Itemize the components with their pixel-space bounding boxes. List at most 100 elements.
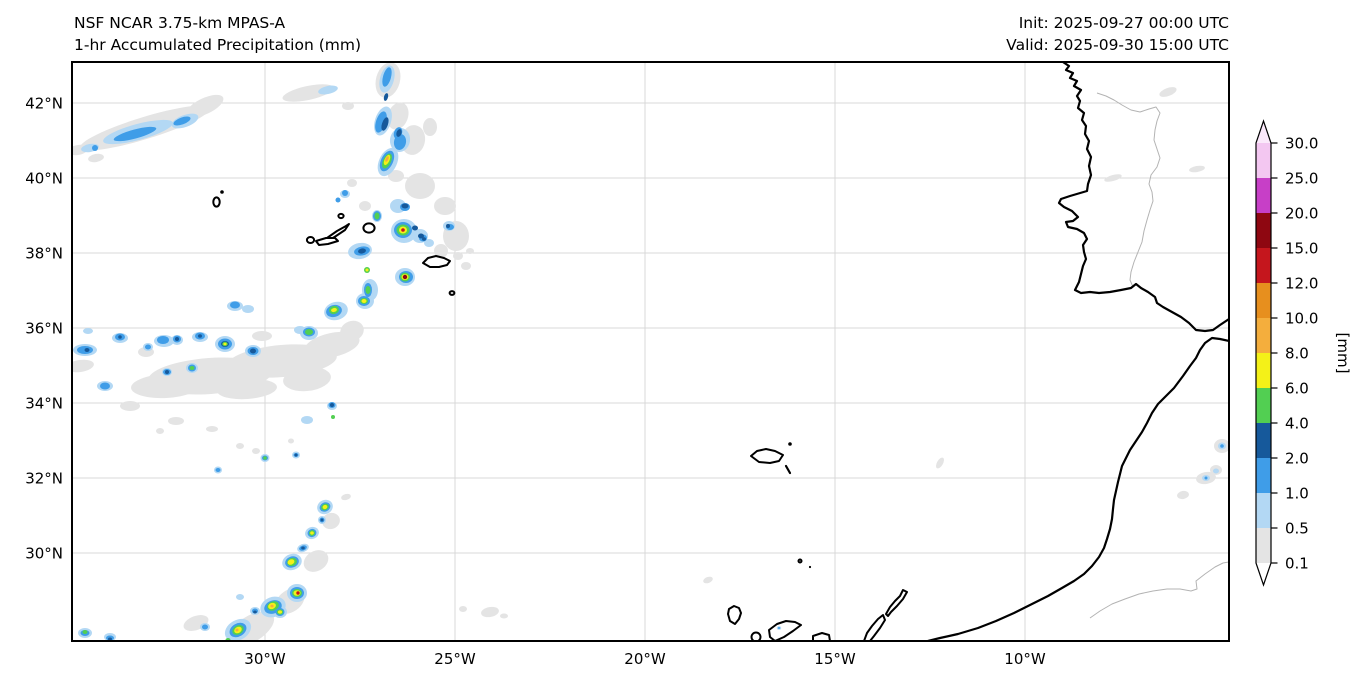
precip-cell [82,630,88,634]
precip-cell [157,336,169,344]
figure-title-block: NSF NCAR 3.75-km MPAS-A 1-hr Accumulated… [74,12,361,56]
precip-cell [263,456,267,460]
colorbar-tick-label: 4.0 [1285,414,1309,432]
precip-cell [466,248,474,254]
precip-cell [145,344,151,350]
precip-cell [235,628,239,632]
gran-canaria-island [812,632,831,640]
selvagens-islets [797,558,812,569]
flores-island [212,196,221,208]
colorbar-tick-label: 2.0 [1285,449,1309,467]
precip-cell [320,518,324,522]
la-palma-island [727,605,742,625]
precip-cell [303,550,329,572]
selvagem-grande-islet [797,558,803,564]
precip-cell [318,85,338,95]
la-gomera-island [750,631,762,640]
precip-cell [236,443,244,449]
precip-cell [1204,476,1208,480]
precip-cell [418,233,424,239]
precip-cell [424,239,434,247]
precip-cell [296,591,300,595]
precip-cell [361,299,367,303]
precip-cell [342,102,354,110]
precip-cell [294,453,298,457]
precip-cell [283,366,331,392]
y-tick-label: 40°N [25,169,63,187]
precip-cell [703,576,713,584]
precip-layer-b2 [84,93,450,640]
colorbar-band [1256,283,1271,318]
colorbar-tick-label: 6.0 [1285,379,1309,397]
precip-cell [330,403,334,407]
precip-cell [322,512,340,530]
colorbar-tick-label: 8.0 [1285,344,1309,362]
colorbar-band [1256,248,1271,283]
precip-cell [88,153,104,163]
precip-cell [434,197,456,215]
faial-island [305,236,316,244]
precip-cell [270,604,274,608]
precipitation-layer [73,63,1228,640]
y-tick-label: 42°N [25,94,63,112]
precip-cell [1189,165,1205,173]
precip-cell [423,118,437,136]
lanzarote-island [885,589,908,617]
colorbar-band [1256,423,1271,458]
precip-cell [453,252,463,260]
precip-cell [1220,444,1224,448]
precip-cell [322,504,328,510]
colorbar-band [1256,318,1271,353]
colorbar-tick-label: 0.5 [1285,519,1309,537]
precip-cell [100,382,110,390]
terceira-island [362,222,376,234]
precip-cell [250,348,256,354]
africa-inland-border [1089,561,1228,619]
y-tick-label: 30°N [25,544,63,562]
colorbar-band [1256,528,1271,563]
precip-cell [215,468,221,472]
madeira-island [750,448,784,464]
y-tick-label: 38°N [25,244,63,262]
precip-cell [461,262,471,270]
selvagem-pequena-islet [808,565,812,569]
precip-cell [340,320,364,342]
precip-cell [305,329,313,335]
precip-cell [347,179,357,187]
precip-layer-o8 [235,156,389,632]
precip-cell [331,415,335,419]
precip-cell [481,606,499,618]
colorbar-band [1256,213,1271,248]
precip-cell [374,212,380,220]
precip-cell [288,438,294,444]
precip-cell [165,370,169,374]
precip-cell [189,366,195,370]
colorbar-band [1256,493,1271,528]
precip-cell [287,559,295,565]
variable-title: 1-hr Accumulated Precipitation (mm) [74,36,361,54]
colorbar-band [1256,458,1271,493]
precip-cell [434,244,448,258]
precip-cell [388,170,404,182]
precip-cell [335,197,341,203]
colorbar-tick-label: 1.0 [1285,484,1309,502]
colorbar-band [1256,143,1271,178]
precip-cell [92,145,98,151]
precip-cell [301,416,313,424]
y-axis-tick-labels: 42°N 40°N 38°N 36°N 34°N 32°N 30°N [25,94,63,562]
precip-cell [500,613,508,619]
canary-islands [727,589,908,640]
precip-cell [1104,174,1122,182]
x-tick-label: 25°W [434,650,476,668]
model-name-title: NSF NCAR 3.75-km MPAS-A [74,14,286,32]
precip-cell [73,359,94,373]
precip-cell [252,448,260,454]
precip-cell [108,637,112,640]
precip-cell [223,342,227,346]
precip-cell [936,457,944,469]
precip-cell [1159,87,1177,97]
precip-cell [301,546,305,550]
precip-cell [412,225,418,231]
country-borders [1089,92,1228,619]
